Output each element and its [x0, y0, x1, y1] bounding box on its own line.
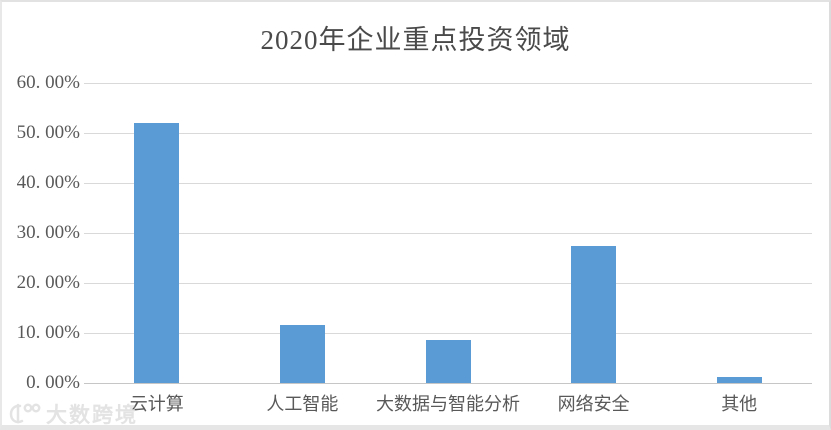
gridline — [84, 333, 812, 334]
gridline — [84, 133, 812, 134]
gridline — [84, 233, 812, 234]
y-tick-label: 50. 00% — [16, 122, 80, 143]
x-tick-label: 云计算 — [129, 394, 184, 414]
watermark-text: 大数跨境 — [46, 403, 138, 427]
y-tick-label: 0. 00% — [26, 372, 80, 393]
bar-2 — [279, 325, 325, 383]
y-axis: 0. 00% 10. 00% 20. 00% 30. 00% 40. 00% 50. 00… — [2, 72, 80, 393]
y-tick-label: 60. 00% — [16, 72, 80, 93]
y-tick-label: 10. 00% — [16, 322, 80, 343]
x-axis: 云计算 人工智能 大数据与智能分析 网络安全 其他 — [84, 390, 812, 418]
gridline — [84, 283, 812, 284]
bar-5 — [716, 376, 762, 383]
y-tick-label: 20. 00% — [16, 272, 80, 293]
plot-area — [84, 83, 812, 384]
dashu-kuajing-logo-icon — [9, 403, 41, 424]
bar-3 — [425, 340, 471, 383]
watermark: 大数跨境 — [8, 399, 138, 427]
chart-title: 2020年企业重点投资领域 — [260, 25, 571, 55]
x-tick-label: 人工智能 — [266, 394, 339, 414]
gridline — [84, 83, 812, 84]
x-tick-label: 大数据与智能分析 — [376, 394, 520, 414]
bar-1 — [134, 123, 180, 383]
x-tick-label: 网络安全 — [557, 394, 630, 414]
gridline — [84, 183, 812, 184]
bar-4 — [571, 245, 617, 383]
y-tick-label: 30. 00% — [16, 222, 80, 243]
x-axis-line — [84, 383, 812, 384]
x-tick-label: 其他 — [721, 394, 758, 414]
y-tick-label: 40. 00% — [16, 172, 80, 193]
